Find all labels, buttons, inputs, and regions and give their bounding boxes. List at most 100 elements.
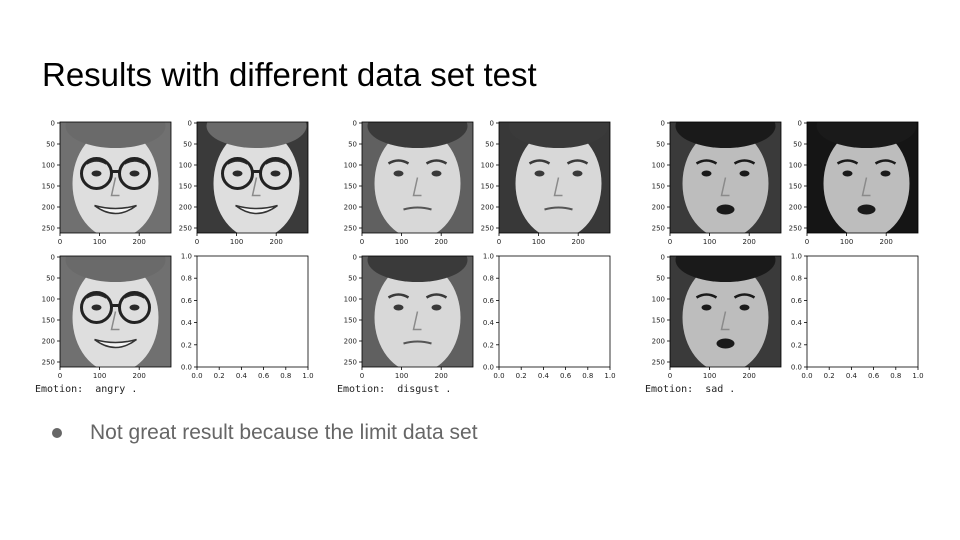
- emotion-line: Emotion: sad .: [645, 384, 735, 395]
- face-image: [197, 122, 308, 233]
- y-tick-label: 0.8: [181, 275, 192, 283]
- y-tick-label: 250: [42, 225, 55, 233]
- y-tick-label: 200: [789, 204, 802, 212]
- y-tick-label: 100: [652, 296, 665, 304]
- y-tick-label: 0: [51, 120, 55, 128]
- y-tick-label: 0: [490, 120, 494, 128]
- y-tick-label: 200: [42, 338, 55, 346]
- x-tick-label: 0.0: [801, 372, 812, 380]
- x-tick-label: 0: [668, 372, 672, 380]
- emotion-value: sad .: [705, 384, 736, 395]
- y-tick-label: 0.8: [483, 275, 494, 283]
- y-tick-label: 50: [793, 141, 802, 149]
- y-tick-label: 200: [42, 204, 55, 212]
- emotion-line: Emotion: angry .: [35, 384, 137, 395]
- slide-title: Results with different data set test: [42, 56, 537, 93]
- x-tick-label: 0.6: [868, 372, 880, 380]
- result-group-sad: 0 50 100 150 200 250 0 100 200 0 50 100 150 200 250 0 10…: [640, 114, 940, 404]
- y-tick-label: 150: [652, 183, 665, 191]
- x-tick-label: 0.4: [538, 372, 550, 380]
- x-tick-label: 0: [195, 238, 199, 246]
- y-tick-label: 100: [652, 162, 665, 170]
- y-tick-label: 50: [348, 275, 357, 283]
- bullet-item: Not great result because the limit data …: [52, 421, 478, 445]
- x-tick-label: 100: [93, 238, 106, 246]
- y-tick-label: 150: [344, 317, 357, 325]
- y-tick-label: 0.2: [791, 341, 802, 349]
- axes-frame: [498, 121, 611, 234]
- empty-subplot: 1.0 0.8 0.6 0.4 0.2 0.00.0 0.2 0.4 0.6 0.8 1.0: [791, 253, 924, 381]
- y-tick-label: 50: [348, 141, 357, 149]
- x-tick-label: 1.0: [302, 372, 313, 380]
- empty-subplot: 1.0 0.8 0.6 0.4 0.2 0.00.0 0.2 0.4 0.6 0.8 1.0: [181, 253, 314, 381]
- y-tick-label: 150: [179, 183, 192, 191]
- y-tick-label: 0.2: [483, 341, 494, 349]
- emotion-label: Emotion:: [645, 384, 694, 395]
- y-tick-label: 100: [344, 162, 357, 170]
- face-image: [60, 256, 171, 367]
- x-tick-label: 200: [435, 372, 448, 380]
- y-tick-label: 0.4: [181, 319, 193, 327]
- y-tick-label: 0.4: [483, 319, 495, 327]
- y-tick-label: 250: [652, 359, 665, 367]
- x-tick-label: 0.8: [582, 372, 593, 380]
- x-tick-label: 1.0: [912, 372, 923, 380]
- empty-axes: [806, 255, 919, 368]
- x-tick-label: 0: [360, 372, 364, 380]
- face-image: [362, 256, 473, 367]
- y-tick-label: 100: [179, 162, 192, 170]
- y-tick-label: 150: [481, 183, 494, 191]
- y-tick-label: 200: [344, 204, 357, 212]
- x-tick-label: 200: [743, 372, 756, 380]
- x-tick-label: 0.2: [214, 372, 225, 380]
- y-tick-label: 1.0: [483, 253, 494, 261]
- emotion-value: disgust .: [397, 384, 452, 395]
- x-tick-label: 100: [395, 372, 408, 380]
- x-tick-label: 0: [58, 372, 62, 380]
- face-image: [807, 122, 918, 233]
- emotion-value: angry .: [95, 384, 138, 395]
- x-tick-label: 0.6: [258, 372, 270, 380]
- axes-frame: [196, 121, 309, 234]
- y-tick-label: 250: [344, 359, 357, 367]
- y-tick-label: 150: [42, 183, 55, 191]
- x-tick-label: 0.0: [191, 372, 202, 380]
- y-tick-label: 200: [344, 338, 357, 346]
- y-tick-label: 1.0: [181, 253, 192, 261]
- x-tick-label: 100: [532, 238, 545, 246]
- x-tick-label: 200: [133, 372, 146, 380]
- axes-frame: [361, 255, 474, 368]
- y-tick-label: 100: [481, 162, 494, 170]
- y-tick-label: 250: [42, 359, 55, 367]
- x-tick-label: 0: [360, 238, 364, 246]
- axes-frame: [669, 255, 782, 368]
- y-tick-label: 200: [652, 338, 665, 346]
- y-tick-label: 0: [353, 254, 357, 262]
- axes-frame: [59, 255, 172, 368]
- y-tick-label: 100: [344, 296, 357, 304]
- y-tick-label: 0.4: [791, 319, 803, 327]
- x-tick-label: 0.4: [236, 372, 248, 380]
- y-tick-label: 0: [188, 120, 192, 128]
- empty-subplot: 1.0 0.8 0.6 0.4 0.2 0.00.0 0.2 0.4 0.6 0.8 1.0: [483, 253, 616, 381]
- emotion-label: Emotion:: [337, 384, 386, 395]
- x-tick-label: 100: [703, 238, 716, 246]
- x-tick-label: 0: [668, 238, 672, 246]
- x-tick-label: 0.4: [846, 372, 858, 380]
- x-tick-label: 0.2: [516, 372, 527, 380]
- emotion-line: Emotion: disgust .: [337, 384, 451, 395]
- face-image: [670, 122, 781, 233]
- x-tick-label: 1.0: [604, 372, 615, 380]
- x-tick-label: 0.8: [280, 372, 291, 380]
- bullet-text: Not great result because the limit data …: [90, 421, 478, 444]
- x-tick-label: 100: [230, 238, 243, 246]
- y-tick-label: 0: [661, 120, 665, 128]
- y-tick-label: 0: [51, 254, 55, 262]
- y-tick-label: 0: [798, 120, 802, 128]
